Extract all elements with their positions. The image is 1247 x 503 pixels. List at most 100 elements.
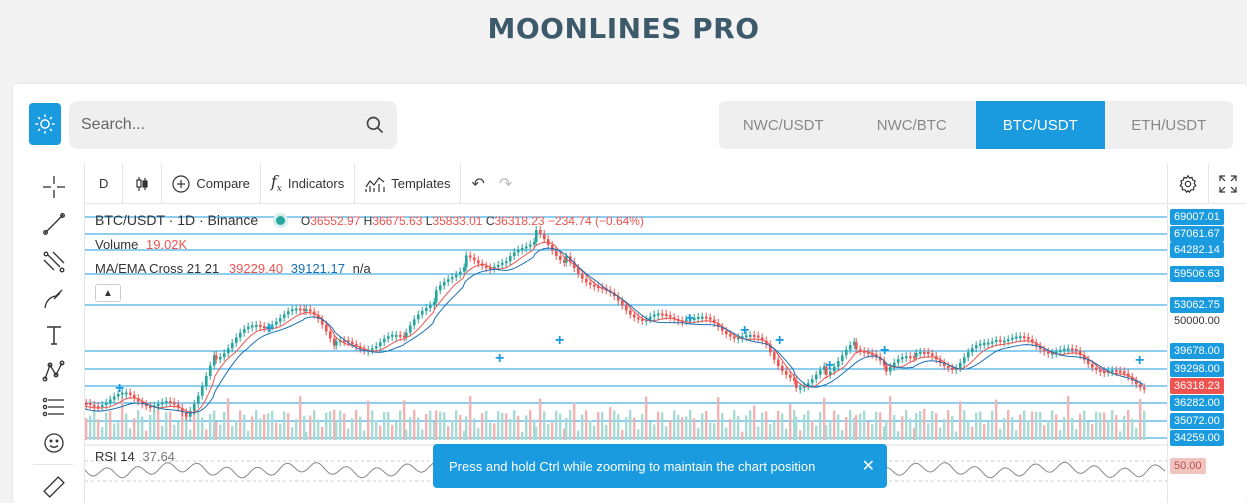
volume-bar [665,426,668,440]
collapse-legend-button[interactable]: ▲ [95,284,121,302]
volume-bar [1083,410,1086,440]
candle-body [769,344,772,353]
candle-body [551,245,554,251]
candle-body [883,360,886,366]
candle-body [999,339,1002,342]
price-chart[interactable]: + + + + + + + + + + [85,205,1167,503]
price-scale[interactable]: 69007.01 67061.67 64282.14 59506.63 5306… [1167,205,1247,503]
candle-body [485,265,488,268]
candle-body [875,354,878,357]
rsi-value: 37.64 [142,449,175,464]
theme-toggle-button[interactable] [29,103,61,145]
candle-body [197,395,200,404]
volume-bar [569,410,572,440]
compare-button[interactable]: Compare [162,163,261,204]
text-tool-icon[interactable] [41,322,67,348]
volume-bar [919,410,922,440]
interval-button[interactable]: D [85,163,124,204]
volume-bar [117,422,120,440]
candle-body [1103,371,1106,374]
chart-card: NWC/USDT NWC/BTC BTC/USDT ETH/USDT [13,84,1247,503]
chart-type-button[interactable] [123,163,163,204]
redo-icon[interactable]: ↷ [498,175,513,193]
volume-bar [799,430,802,440]
volume-bar [145,430,148,440]
settings-button[interactable] [1167,164,1208,204]
volume-bar [617,414,620,440]
volume-bar [435,410,438,440]
volume-bar [355,410,358,440]
candle-body [435,290,438,302]
templates-button[interactable]: Templates [355,163,462,204]
crosshair-icon[interactable] [41,174,67,200]
volume-bar [609,407,612,440]
candle-body [157,404,160,407]
fullscreen-button[interactable] [1208,164,1247,204]
candle-body [535,230,538,242]
candle-body [391,334,394,337]
candle-body [915,352,918,357]
volume-bar [497,411,500,440]
pair-tab-btc-usdt[interactable]: BTC/USDT [976,101,1105,149]
volume-bar [383,412,386,440]
candle-body [1083,355,1086,360]
pair-tab-nwc-usdt[interactable]: NWC/USDT [742,116,824,134]
volume-bar [409,417,412,440]
volume-bar [371,410,374,440]
candle-body [109,399,112,403]
chevron-up-icon: ▲ [103,287,113,299]
ruler-icon[interactable] [41,474,67,500]
volume-bar [1035,411,1038,440]
volume-bar [1063,416,1066,440]
pair-tab-nwc-btc[interactable]: NWC/BTC [876,116,947,134]
candle-body [589,282,592,285]
prediction-tool-icon[interactable] [41,394,67,420]
candle-body [279,318,282,322]
price-label: 69007.01 [1170,209,1224,225]
chart-pane[interactable]: + + + + + + + + + + BTC/USDT · 1D · Binance O3655… [85,205,1167,503]
indicators-button[interactable]: fx Indicators [261,163,356,204]
volume-bar [235,420,238,440]
volume-bar [477,428,480,440]
candle-body [893,362,896,367]
candle-body [829,371,832,375]
candle-body [177,404,180,408]
trend-line-icon[interactable] [41,211,67,237]
volume-bar [283,411,286,440]
search-icon[interactable] [365,115,385,135]
volume-bar [701,413,704,440]
toolbar-right [1167,164,1247,204]
search-input[interactable] [81,101,351,149]
pattern-tool-icon[interactable] [41,358,67,384]
candle-body [621,300,624,306]
volume-bar [573,402,576,440]
volume-bar [657,411,660,440]
pair-tab-eth-usdt[interactable]: ETH/USDT [1131,116,1207,134]
cross-marker: + [495,350,504,367]
candle-body [1139,384,1142,388]
candle-body [709,317,712,320]
volume-bar [757,426,760,440]
cross-marker: + [555,332,564,349]
candle-body [1015,336,1018,339]
candle-body [909,356,912,359]
emoji-icon[interactable] [41,430,67,456]
volume-bar [215,421,218,440]
fib-tool-icon[interactable] [41,249,67,275]
undo-icon[interactable]: ↶ [471,175,485,193]
volume-bar [303,415,306,440]
candle-body [433,301,436,306]
volume-bar [853,417,856,440]
cross-marker: + [1135,352,1144,369]
brush-icon[interactable] [41,286,67,312]
candle-body [823,366,826,371]
candle-body [987,342,990,345]
rsi-label: RSI 14 [95,449,135,464]
volume-bar [1115,415,1118,440]
close-icon[interactable]: ✕ [861,458,875,475]
volume-bar [1127,410,1130,440]
candle-body [213,355,216,366]
candle-body [121,392,124,395]
high-value: 36675.63 [372,214,423,228]
volume-bar [697,427,700,440]
